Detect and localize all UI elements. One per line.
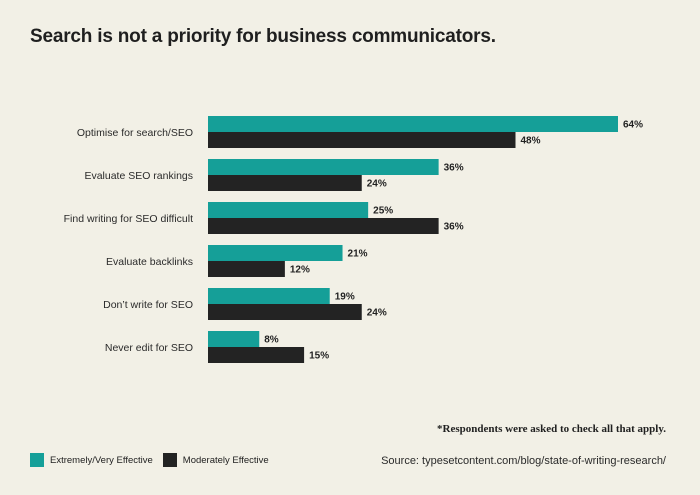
bar-series-1 xyxy=(208,159,439,175)
legend-swatch-series-2 xyxy=(162,453,177,467)
category-label: Evaluate backlinks xyxy=(106,256,193,268)
data-label: 12% xyxy=(290,265,310,276)
legend-swatch-series-1 xyxy=(30,453,44,467)
category-label: Never edit for SEO xyxy=(105,342,193,354)
legend-label-series-2: Moderately Effective xyxy=(182,454,269,466)
bar-series-2 xyxy=(208,347,305,363)
bar-series-1 xyxy=(208,202,369,218)
bar-series-2 xyxy=(208,132,516,148)
legend: Extremely/Very Effective Moderately Effe… xyxy=(30,453,279,467)
data-label: 36% xyxy=(444,163,464,174)
data-label: 21% xyxy=(348,249,368,260)
legend-label-series-1: Extremely/Very Effective xyxy=(50,454,153,466)
data-label: 36% xyxy=(444,222,464,233)
bar-series-2 xyxy=(208,218,439,234)
data-label: 19% xyxy=(335,292,355,303)
bar-series-1 xyxy=(208,288,330,304)
data-label: 48% xyxy=(521,136,541,147)
category-label: Optimise for search/SEO xyxy=(77,127,193,139)
data-label: 24% xyxy=(367,308,387,319)
bar-series-2 xyxy=(208,304,362,320)
data-label: 15% xyxy=(309,351,329,362)
category-label: Don’t write for SEO xyxy=(103,299,193,311)
legend-item-series-2: Moderately Effective xyxy=(162,453,269,467)
data-label: 64% xyxy=(623,120,643,131)
legend-item-series-1: Extremely/Very Effective xyxy=(30,453,153,467)
data-label: 24% xyxy=(367,179,387,190)
footnote: *Respondents were asked to check all tha… xyxy=(437,423,666,435)
chart-title: Search is not a priority for business co… xyxy=(30,26,496,47)
data-label: 8% xyxy=(264,335,279,346)
bar-series-1 xyxy=(208,245,343,261)
category-label: Find writing for SEO difficult xyxy=(64,213,193,225)
bar-series-1 xyxy=(208,331,260,347)
data-label: 25% xyxy=(373,206,393,217)
source-citation: Source: typesetcontent.com/blog/state-of… xyxy=(381,455,666,467)
bar-series-1 xyxy=(208,116,618,132)
bar-series-2 xyxy=(208,175,362,191)
bar-series-2 xyxy=(208,261,285,277)
category-label: Evaluate SEO rankings xyxy=(84,170,193,182)
